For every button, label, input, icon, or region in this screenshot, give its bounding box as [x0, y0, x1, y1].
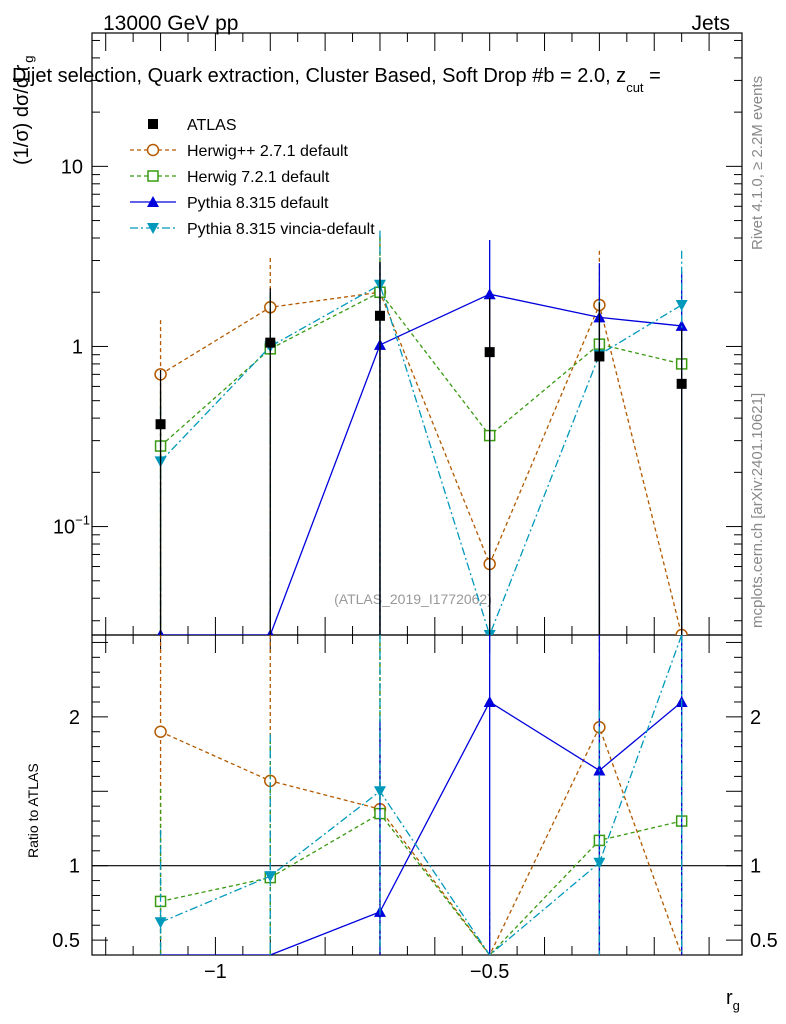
legend-label: Pythia 8.315 vincia-default: [187, 221, 375, 238]
selection-title: Dijet selection, Quark extraction, Clust…: [12, 65, 661, 95]
selection-title-subscript: cut: [626, 80, 644, 95]
ratio-frame: [91, 634, 743, 956]
main-ylabel-subscript: g: [21, 56, 36, 63]
xtick-label: −1: [204, 961, 227, 983]
data-point: [484, 347, 495, 358]
data-point: [265, 337, 276, 348]
data-point: [374, 310, 385, 321]
legend-marker: [148, 119, 158, 129]
ratio-ytick-label-right: 2: [750, 707, 761, 729]
series-herwig-2-7-1-default: [154, 236, 688, 635]
legend-label: Herwig 7.2.1 default: [187, 169, 330, 186]
data-point: [676, 378, 687, 389]
legend-item: Pythia 8.315 vincia-default: [130, 221, 375, 238]
legend-marker: [147, 196, 159, 207]
main-ytick-base: 10: [53, 517, 75, 539]
series-pythia-8-315-default: [157, 239, 688, 635]
main-ytick-label: 1: [72, 336, 83, 358]
xlabel-subscript: g: [733, 998, 740, 1013]
ratio-point: [264, 871, 277, 883]
main-ylabel-text: (1/σ) dσ/d r: [11, 64, 33, 165]
legend-label: Herwig++ 2.7.1 default: [187, 143, 349, 160]
legend-item: Herwig 7.2.1 default: [130, 169, 330, 186]
main-ytick-label: 10−1: [53, 513, 90, 539]
main-panel-series: [154, 230, 688, 635]
ratio-series-line: [160, 701, 683, 955]
series-atlas: [155, 261, 687, 635]
main-ytick-exponent: −1: [75, 513, 90, 528]
data-point: [675, 299, 688, 311]
series-line: [160, 283, 682, 635]
analysis-watermark: (ATLAS_2019_I1772062): [334, 591, 492, 607]
legend-item: Pythia 8.315 default: [130, 195, 329, 212]
legend-marker: [146, 143, 160, 157]
ratio-series-herwig-2-7-1-default: [154, 635, 683, 955]
legend-marker: [147, 223, 159, 234]
series-line: [160, 291, 682, 447]
ratio-series-line: [160, 635, 683, 955]
ratio-point: [154, 917, 167, 929]
ratio-series-line: [160, 812, 682, 955]
selection-title-tail: =: [644, 65, 661, 87]
main-ylabel: (1/σ) dσ/d rg: [11, 56, 36, 166]
series-line: [160, 293, 682, 635]
legend: ATLAS Herwig++ 2.7.1 default Herwig 7.2.1 …: [130, 117, 375, 238]
ratio-ytick-label: 0.5: [52, 930, 80, 952]
ratio-series-line: [160, 725, 683, 955]
ratio-ytick-label-right: 0.5: [750, 930, 778, 952]
ratio-point: [483, 695, 496, 707]
main-ytick-label: 10: [61, 156, 83, 178]
series-herwig-7-2-1-default: [154, 238, 688, 635]
ratio-ytick-label: 1: [69, 856, 80, 878]
ratio-point: [593, 857, 606, 869]
legend-marker: [147, 170, 159, 182]
series-layer: [154, 230, 688, 955]
xlabel: rg: [726, 987, 740, 1013]
ratio-series-herwig-7-2-1-default: [154, 635, 688, 955]
ratio-ytick-label: 2: [69, 707, 80, 729]
legend-item: ATLAS: [148, 117, 237, 134]
data-point: [675, 319, 688, 331]
data-point: [155, 419, 166, 430]
xtick-label: −0.5: [470, 961, 509, 983]
xlabel-text: r: [726, 987, 733, 1009]
ratio-point: [154, 725, 167, 738]
ratio-ylabel: Ratio to ATLAS: [25, 763, 41, 858]
legend-label: ATLAS: [187, 117, 237, 134]
legend-item: Herwig++ 2.7.1 default: [130, 143, 349, 160]
series-line: [160, 291, 683, 635]
ratio-ytick-label-right: 1: [750, 856, 761, 878]
selection-title-main: Dijet selection, Quark extraction, Clust…: [12, 65, 626, 87]
series-pythia-8-315-vincia-default: [154, 230, 688, 635]
data-point: [594, 351, 605, 362]
data-point: [483, 288, 496, 300]
ratio-point: [373, 786, 386, 798]
legend-label: Pythia 8.315 default: [187, 195, 329, 212]
category-label: Jets: [691, 12, 730, 35]
ratio-series-pythia-8-315-vincia-default: [154, 635, 683, 955]
mcplots-label: mcplots.cern.ch [arXiv:2401.10621]: [749, 393, 766, 628]
ratio-panel-series: [154, 635, 688, 955]
energy-label: 13000 GeV pp: [103, 12, 238, 35]
rivet-label: Rivet 4.1.0, ≥ 2.2M events: [749, 76, 766, 250]
ratio-series-pythia-8-315-default: [160, 635, 688, 955]
